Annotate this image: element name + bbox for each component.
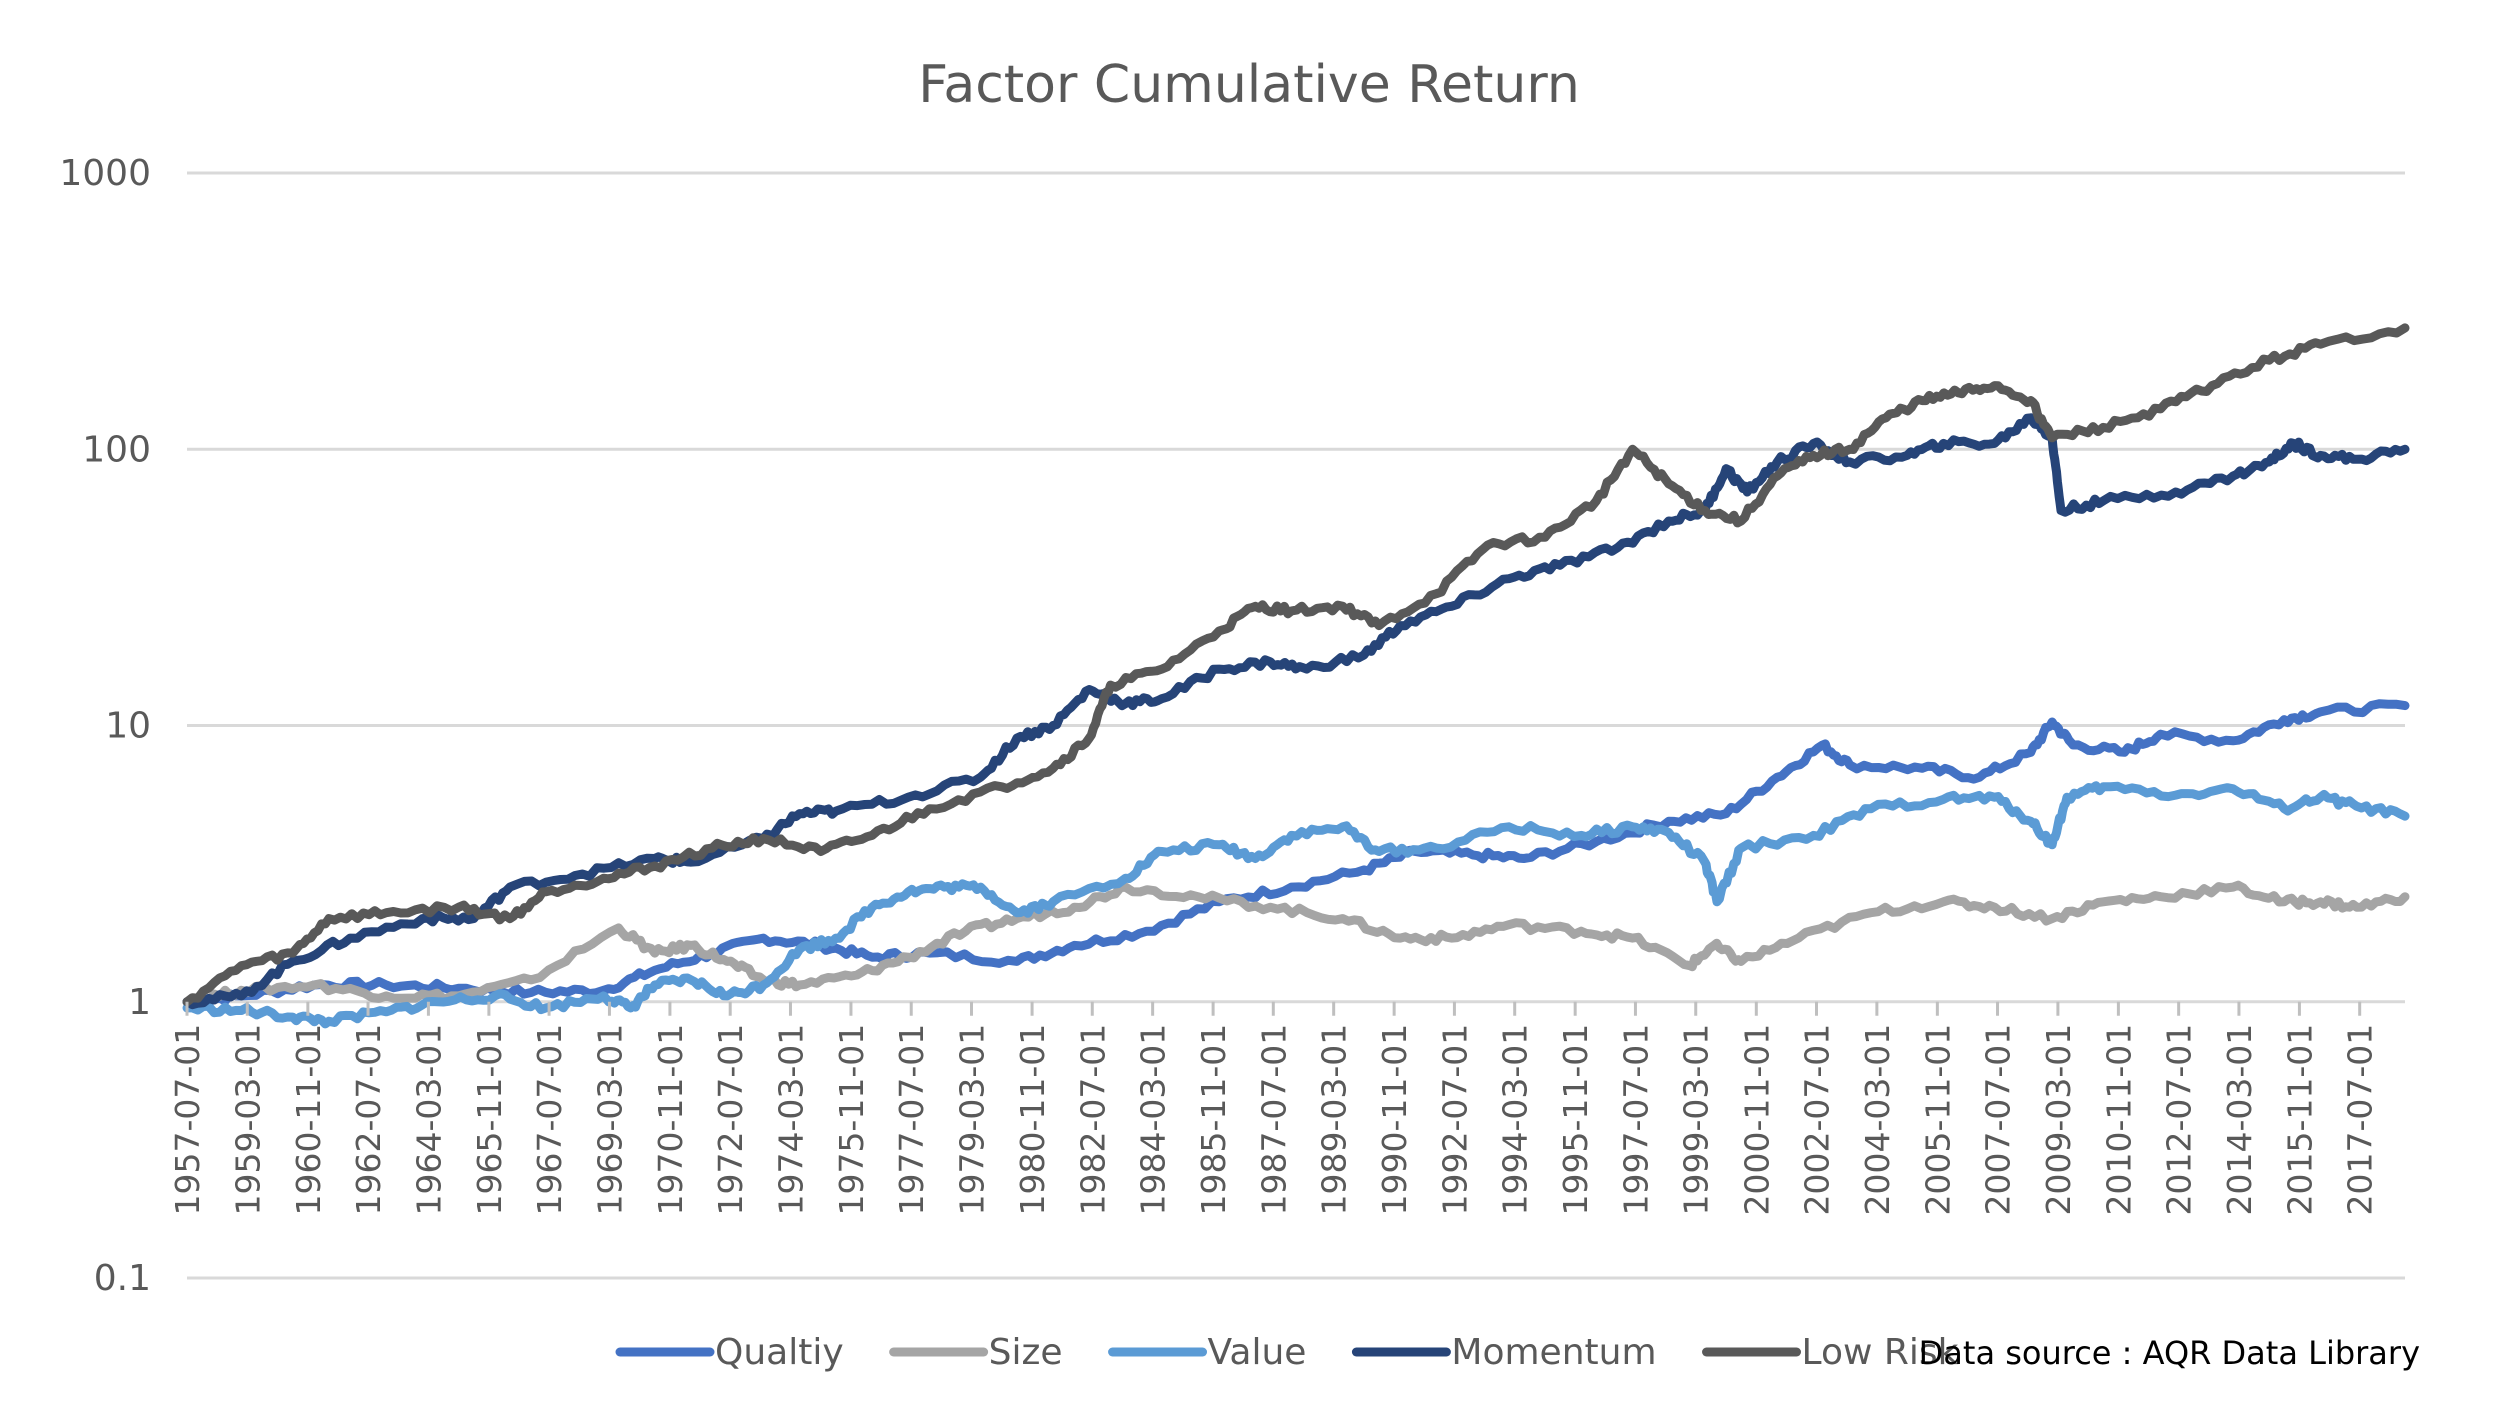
series-line-0	[182, 699, 2410, 1008]
x-tick-label: 2014-03-01	[2220, 1024, 2259, 1216]
legend-label: Qualtiy	[715, 1332, 844, 1373]
x-tick-label: 1957-07-01	[168, 1024, 207, 1216]
legend-item-4: Low Risk	[1702, 1332, 1959, 1373]
x-tick-label: 1985-11-01	[1194, 1024, 1233, 1216]
x-tick-label: 1962-07-01	[349, 1024, 388, 1216]
x-tick-label: 1960-11-01	[289, 1024, 328, 1216]
data-source-note: Data source : AQR Data Library	[1919, 1334, 2420, 1372]
x-tick-label: 2010-11-01	[2099, 1024, 2138, 1216]
legend-label: Momentum	[1451, 1332, 1656, 1373]
y-axis-ticks: 1000 100 10 1 0.1	[59, 153, 151, 1299]
x-tick-label: 1980-11-01	[1013, 1024, 1052, 1216]
y-tick-label: 1000	[59, 153, 151, 194]
x-tick-label: 1977-07-01	[892, 1024, 931, 1216]
y-tick-label: 0.1	[94, 1258, 151, 1299]
x-tick-label: 2004-03-01	[1858, 1024, 1897, 1216]
x-tick-label: 1984-03-01	[1134, 1024, 1173, 1216]
series-line-2	[182, 781, 2410, 1029]
y-tick-label: 1	[128, 982, 151, 1023]
x-tick-label: 2007-07-01	[1979, 1024, 2018, 1216]
x-tick-label: 2000-11-01	[1737, 1024, 1776, 1216]
x-tick-label: 1995-11-01	[1556, 1024, 1595, 1216]
x-tick-label: 1970-11-01	[651, 1024, 690, 1216]
x-tick-label: 2002-07-01	[1797, 1024, 1836, 1216]
legend-label: Value	[1208, 1332, 1307, 1373]
series-line-3	[182, 413, 2410, 1010]
x-tick-label: 1982-07-01	[1073, 1024, 1112, 1216]
series-lines	[182, 323, 2410, 1029]
x-tick-label: 1972-07-01	[711, 1024, 750, 1216]
x-tick-label: 1959-03-01	[228, 1024, 267, 1216]
legend-item-0: Qualtiy	[615, 1332, 844, 1373]
x-tick-label: 1994-03-01	[1496, 1024, 1535, 1216]
x-tick-label: 1975-11-01	[832, 1024, 871, 1216]
series-line-4	[182, 323, 2410, 1007]
legend-item-3: Momentum	[1351, 1332, 1657, 1373]
chart-title: Factor Cumulative Return	[918, 55, 1580, 115]
x-tick-label: 1979-03-01	[953, 1024, 992, 1216]
x-tick-label: 1992-07-01	[1435, 1024, 1474, 1216]
legend: Qualtiy Size Value Momentum Low Risk	[615, 1332, 1959, 1373]
legend-item-1: Size	[889, 1332, 1063, 1373]
legend-label: Size	[989, 1332, 1063, 1373]
x-tick-label: 1997-07-01	[1616, 1024, 1655, 1216]
y-tick-label: 100	[82, 429, 151, 470]
x-tick-label: 1965-11-01	[470, 1024, 509, 1216]
y-tick-label: 10	[105, 706, 151, 747]
x-tick-label: 2005-11-01	[1918, 1024, 1957, 1216]
series-line-1	[182, 880, 2410, 1009]
legend-label: Low Risk	[1802, 1332, 1959, 1373]
x-tick-label: 1969-03-01	[590, 1024, 629, 1216]
x-tick-label: 2017-07-01	[2341, 1024, 2380, 1216]
x-tick-label: 2015-11-01	[2280, 1024, 2319, 1216]
legend-item-2: Value	[1108, 1332, 1307, 1373]
x-tick-label: 2009-03-01	[2039, 1024, 2078, 1216]
x-tick-label: 1990-11-01	[1375, 1024, 1414, 1216]
x-tick-label: 1987-07-01	[1254, 1024, 1293, 1216]
x-tick-label: 2012-07-01	[2160, 1024, 2199, 1216]
x-tick-label: 1974-03-01	[771, 1024, 810, 1216]
x-axis-ticks: 1957-07-01 1959-03-01 1960-11-01 1962-07-01…	[168, 1001, 2380, 1216]
x-tick-label: 1964-03-01	[409, 1024, 448, 1216]
x-tick-label: 1967-07-01	[530, 1024, 569, 1216]
x-tick-label: 1999-03-01	[1677, 1024, 1716, 1216]
x-tick-label: 1989-03-01	[1315, 1024, 1354, 1216]
